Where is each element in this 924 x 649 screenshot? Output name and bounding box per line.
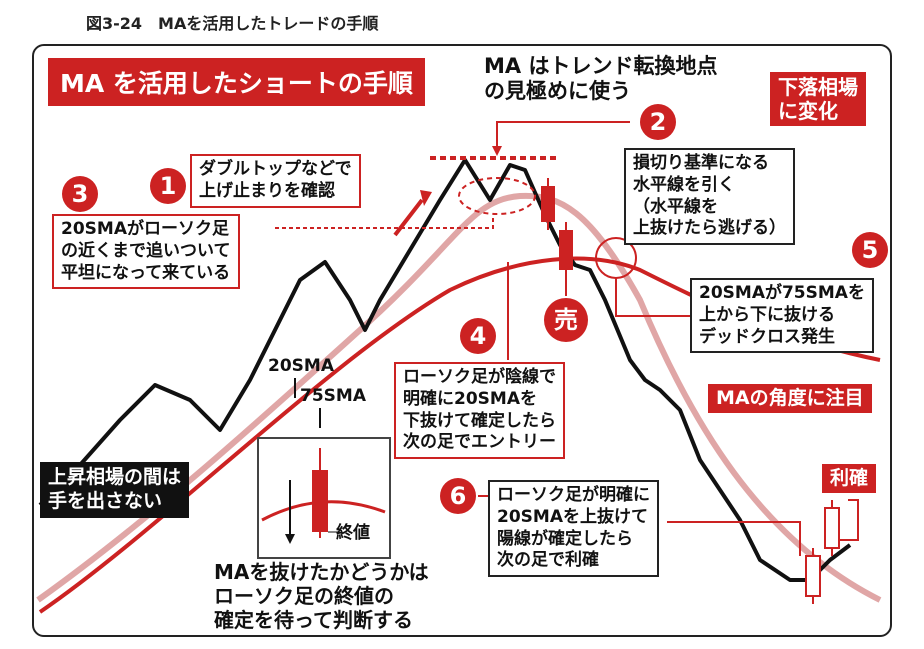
step1-arrowhead (420, 190, 432, 206)
step-2-line-2: 水平線を引く (633, 174, 735, 195)
step-4-line-2: 明確に20SMAを (403, 388, 537, 409)
step-6-line-3: 陽線が確定したら (497, 528, 633, 549)
diagram-title: MA を活用したショートの手順 (48, 58, 425, 106)
step-3-number: 3 (62, 176, 98, 212)
rise-warning-line-1: 上昇相場の間は (48, 466, 182, 488)
candle-2 (559, 230, 573, 270)
ma-angle-label: MAの角度に注目 (708, 384, 872, 413)
step-1-line-2: 上げ止まりを確認 (199, 180, 335, 201)
candle-1 (541, 186, 555, 222)
bottom-note: MAを抜けたかどうかは ローソク足の終値の 確定を待って判断する (214, 560, 429, 632)
profit-connector (840, 499, 859, 541)
diagram-frame (32, 44, 892, 637)
step-2-note: 損切り基準になる 水平線を引く （水平線を 上抜けたら逃げる） (624, 148, 795, 245)
step2-arrowhead (492, 146, 502, 156)
step-4-line-3: 下抜けて確定したら (403, 410, 556, 431)
double-top-ellipse (458, 177, 536, 215)
step-4-note: ローソク足が陰線で 明確に20SMAを 下抜けて確定したら 次の足でエントリー (394, 362, 565, 459)
bull-candle-1 (805, 555, 821, 597)
bottom-note-line-1: MAを抜けたかどうかは (214, 560, 429, 584)
subtitle-line-2: の見極めに使う (484, 79, 631, 104)
step-4-number: 4 (460, 318, 496, 354)
closing-price-label: 終値 (336, 523, 370, 543)
step-3-line-2: の近くまで追いついて (61, 240, 231, 261)
step-6-number: 6 (440, 478, 476, 514)
ma20-label: 20SMA (268, 356, 334, 376)
rise-warning-line-2: 手を出さない (48, 489, 163, 512)
step-5-line-1: 20SMAが75SMAを (699, 283, 865, 303)
bull-candle-2 (824, 507, 840, 549)
step-6-note: ローソク足が明確に 20SMAを上抜けて 陽線が確定したら 次の足で利確 (488, 480, 659, 577)
step-6-line-4: 次の足で利確 (497, 550, 599, 571)
step-4-line-4: 次の足でエントリー (403, 432, 556, 453)
trend-change-line-2: に変化 (778, 99, 838, 123)
step-2-line-3: （水平線を (633, 196, 718, 217)
step6-connector (667, 521, 801, 556)
step-6-line-1: ローソク足が明確に (497, 485, 650, 505)
figure-caption: 図3-24 MAを活用したトレードの手順 (86, 14, 379, 33)
step-3-line-1: 20SMAがローソク足 (61, 219, 229, 239)
step5-connector (615, 278, 690, 317)
step-2-line-1: 損切り基準になる (633, 153, 769, 173)
step-4-line-1: ローソク足が陰線で (403, 367, 556, 387)
trend-change-line-1: 下落相場 (778, 75, 858, 99)
step-5-line-3: デッドクロス発生 (699, 326, 835, 347)
sell-badge: 売 (544, 298, 588, 342)
subtitle-line-1: MA はトレンド転換地点 (484, 54, 718, 78)
price-line (38, 158, 852, 582)
step-1-line-1: ダブルトップなどで (199, 159, 352, 179)
step-3-line-3: 平坦になって来ている (61, 262, 231, 283)
step-3-note: 20SMAがローソク足 の近くまで追いついて 平坦になって来ている (52, 214, 240, 290)
step2-bracket (496, 121, 630, 150)
step-1-note: ダブルトップなどで 上げ止まりを確認 (190, 154, 361, 208)
ma75-label: 75SMA (300, 386, 366, 406)
step1-arrow-shaft (393, 198, 424, 237)
inset-down-arrowhead (285, 534, 295, 544)
bottom-note-line-2: ローソク足の終値の (214, 584, 394, 608)
subtitle: MA はトレンド転換地点 の見極めに使う (484, 54, 717, 104)
inset-candle (312, 470, 328, 532)
rise-warning-label: 上昇相場の間は 手を出さない (40, 462, 190, 518)
step-6-line-2: 20SMAを上抜けて (497, 506, 648, 527)
step-2-number: 2 (640, 104, 676, 140)
trend-change-label: 下落相場 に変化 (770, 72, 866, 126)
step-5-line-2: 上から下に抜ける (699, 304, 835, 325)
step-2-line-4: 上抜けたら逃げる） (633, 218, 786, 239)
step-5-note: 20SMAが75SMAを 上から下に抜ける デッドクロス発生 (690, 278, 874, 354)
step-1-number: 1 (150, 168, 186, 204)
step-5-number: 5 (852, 232, 888, 268)
profit-take-label: 利確 (822, 464, 877, 493)
bottom-note-line-3: 確定を待って判断する (214, 608, 413, 632)
step3-connector (275, 215, 494, 229)
ma20-curve (36, 192, 882, 603)
